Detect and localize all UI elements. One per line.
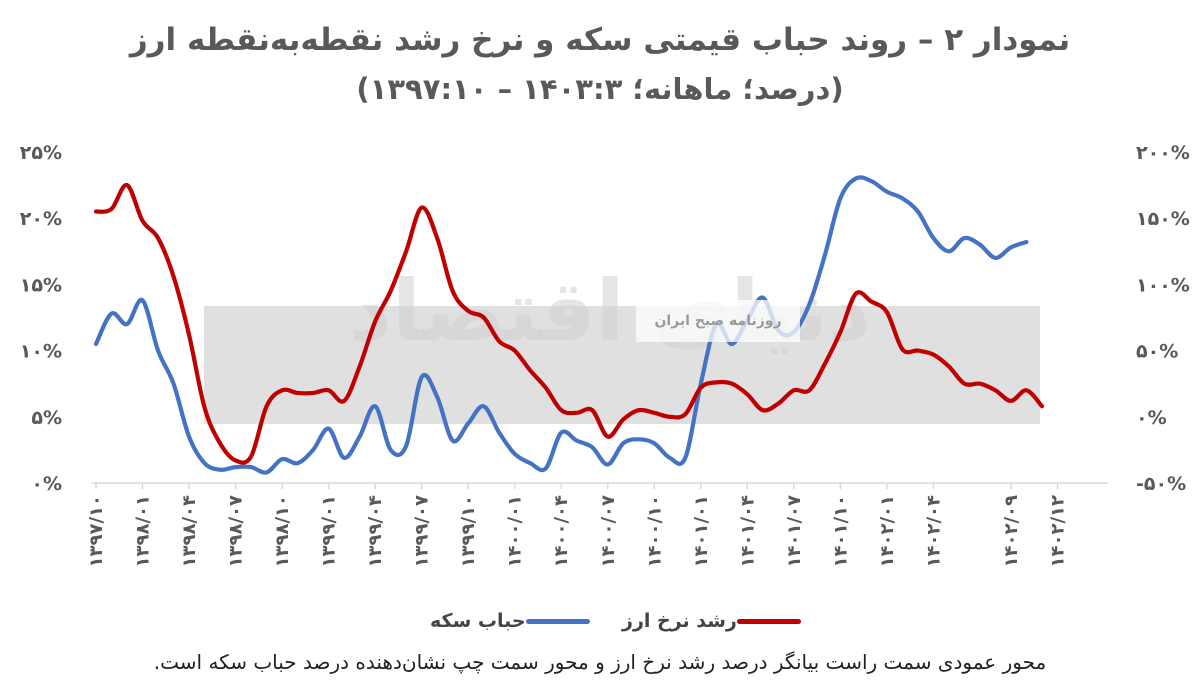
y-right-tick-label: -۵۰%	[1136, 473, 1186, 495]
y-left-tick-label: ۱۵%	[20, 274, 62, 296]
x-tick-label: ۱۴۰۱/۰۷	[784, 495, 805, 568]
chart-title: نمودار ۲ – روند حباب قیمتی سکه و نرخ رشد…	[129, 22, 1071, 58]
x-tick-label: ۱۳۹۸/۰۴	[179, 495, 200, 568]
footnote: محور عمودی سمت راست بیانگر درصد رشد نرخ …	[153, 650, 1047, 674]
y-right-tick-label: ۱۵۰%	[1136, 208, 1190, 230]
x-tick-label: ۱۳۹۸/۰۱	[133, 495, 154, 568]
y-right-tick-label: ۱۰۰%	[1136, 274, 1190, 296]
x-tick-label: ۱۳۹۹/۱۰	[458, 495, 479, 568]
x-tick-label: ۱۴۰۰/۰۷	[598, 495, 619, 568]
x-tick-label: ۱۳۹۹/۰۴	[365, 495, 386, 568]
x-tick-label: ۱۴۰۰/۱۰	[644, 495, 665, 568]
y-left-tick-label: ۰%	[31, 473, 62, 495]
y-left-tick-label: ۲۵%	[20, 142, 62, 164]
chart-subtitle: (درصد؛ ماهانه؛ ۱۴۰۳:۳ – ۱۳۹۷:۱۰)	[356, 72, 844, 106]
x-tick-label: ۱۴۰۲/۰۴	[923, 495, 944, 568]
series-line-coin-bubble	[93, 175, 1029, 475]
legend-coin-swatch	[525, 618, 590, 624]
series-line-fx-growth	[93, 183, 1045, 465]
x-tick-label: ۱۴۰۰/۰۴	[551, 495, 572, 568]
x-tick-label: ۱۴۰۲/۰۹	[1001, 495, 1022, 568]
x-tick-label: ۱۳۹۸/۰۷	[226, 495, 247, 568]
x-tick-label: ۱۳۹۹/۰۷	[412, 495, 433, 568]
y-left-tick-label: ۲۰%	[20, 208, 62, 230]
watermark-label: روزنامه صبح ایران	[636, 300, 800, 342]
y-left-tick-label: ۵%	[31, 407, 62, 429]
x-tick-label: ۱۳۹۷/۱۰	[86, 495, 107, 568]
x-tick-label: ۱۳۹۸/۱۰	[272, 495, 293, 568]
x-tick-label: ۱۴۰۱/۱۰	[830, 495, 851, 568]
x-tick-label: ۱۴۰۱/۰۴	[737, 495, 758, 568]
dual-axis-line-chart: دنیای اقتصاد ۰%۵%۱۰%۱۵%۲۰%۲۵% -۵۰%۰%۵۰%۱…	[20, 142, 1190, 568]
y-right-tick-label: ۰%	[1136, 407, 1167, 429]
legend-coin: حباب سکه	[430, 606, 602, 636]
legend-fx: رشد نرخ ارز	[622, 606, 813, 636]
x-tick-label: ۱۴۰۲/۱۲	[1047, 495, 1068, 568]
y-right-tick-label: ۲۰۰%	[1136, 142, 1190, 164]
legend-coin-label: حباب سکه	[430, 610, 526, 632]
x-tick-label: ۱۴۰۰/۰۱	[505, 495, 526, 568]
watermark-band	[204, 306, 1040, 424]
y-left-tick-label: ۱۰%	[20, 341, 62, 363]
x-tick-label: ۱۳۹۹/۰۱	[319, 495, 340, 568]
y-right-tick-label: ۵۰%	[1136, 341, 1178, 363]
x-tick-label: ۱۴۰۲/۰۱	[877, 495, 898, 568]
legend-fx-label: رشد نرخ ارز	[622, 610, 737, 632]
x-tick-label: ۱۴۰۱/۰۱	[691, 495, 712, 568]
legend-fx-swatch	[736, 618, 801, 624]
